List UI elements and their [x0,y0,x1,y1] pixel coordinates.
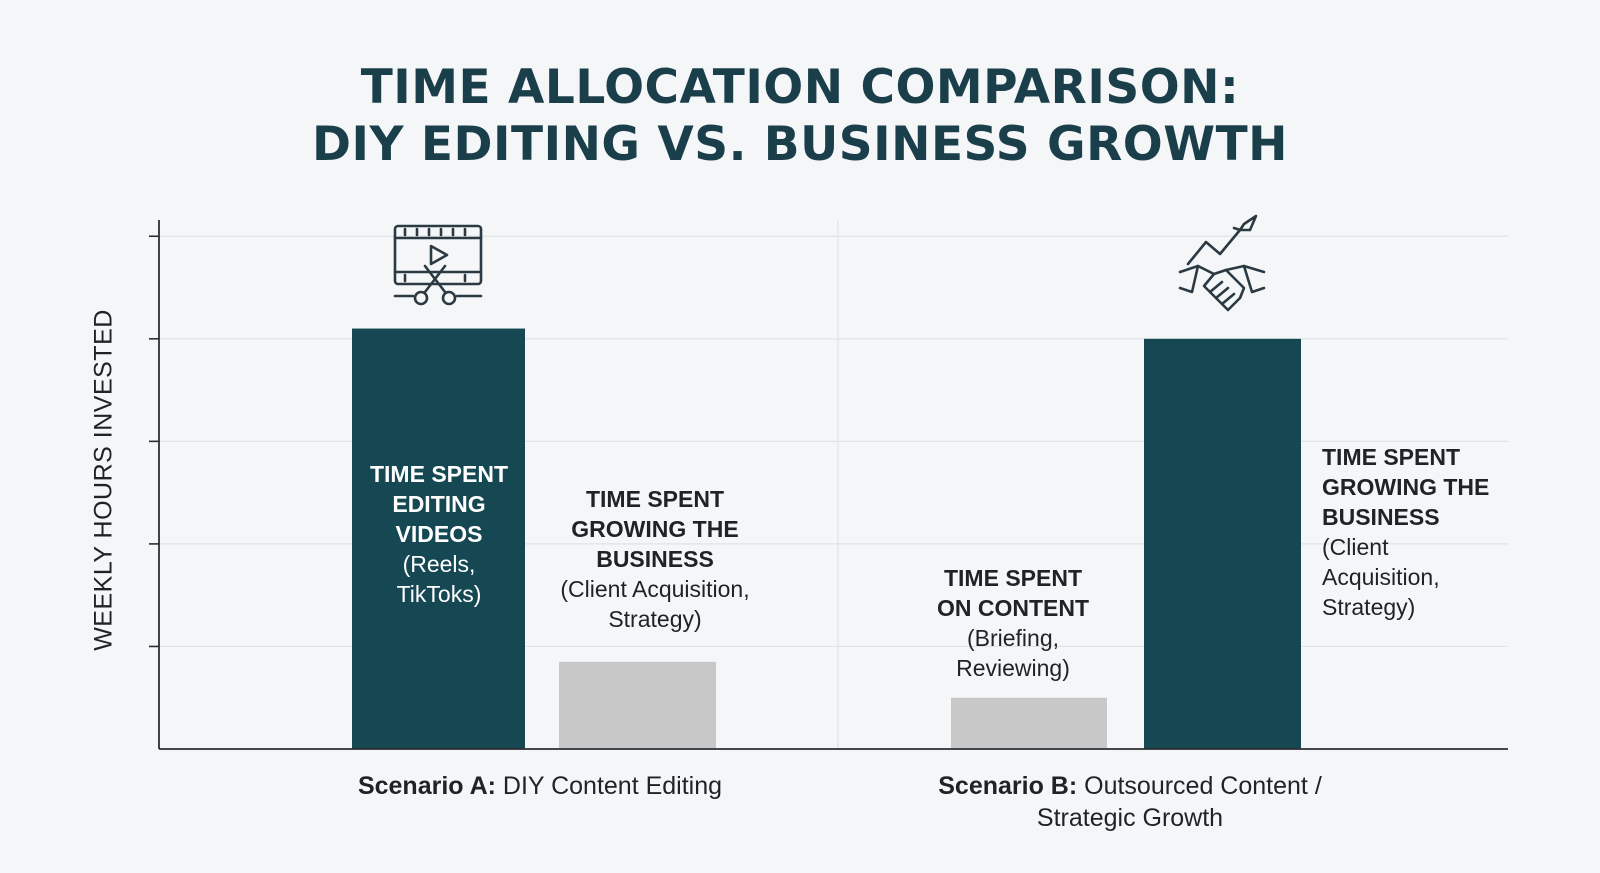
bar-b-1 [951,697,1107,749]
video-editing-scissors-icon [393,224,483,306]
bar-label-line: Reviewing) [956,655,1070,681]
bar-label-line: (Client [1322,534,1389,560]
bar-label-line: VIDEOS [395,521,483,547]
scenario-b-caption: Scenario B: Outsourced Content / Strateg… [880,770,1380,834]
bar-label-a-growing: TIME SPENT GROWING THE BUSINESS (Client … [530,484,780,634]
scenario-b-text-2: Strategic Growth [1036,804,1224,832]
bar-label-line: (Client Acquisition, [560,576,750,602]
scenario-a-caption: Scenario A: DIY Content Editing [300,770,780,802]
bar-label-line: (Briefing, [966,625,1060,651]
bar-label-a-editing: TIME SPENT EDITING VIDEOS (Reels, TikTok… [350,459,528,609]
scenario-a-bold: Scenario A: [357,772,496,800]
bar-label-line: TIME SPENT [585,486,724,512]
chart-title-line-2: DIY EDITING VS. BUSINESS GROWTH [312,117,1288,172]
bar-label-line: TIME SPENT [369,461,508,487]
bar-label-line: Strategy) [1322,594,1416,620]
bar-a-1 [352,328,525,749]
bar-label-line: Acquisition, [1322,564,1440,590]
bar-label-b-growing: TIME SPENT GROWING THE BUSINESS (Client … [1322,442,1522,622]
scenario-b-bold: Scenario B: [938,772,1078,800]
bar-label-b-content: TIME SPENT ON CONTENT (Briefing, Reviewi… [918,563,1108,683]
bar-b-2 [1144,338,1301,749]
bar-label-line: Strategy) [608,606,702,632]
scenario-b-text-1: Outsourced Content / [1084,772,1322,800]
bar-label-line: GROWING THE [1322,474,1490,500]
bar-a-2 [559,661,716,749]
scenario-a-text: DIY Content Editing [502,772,723,800]
bar-label-line: GROWING THE [571,516,739,542]
bar-label-line: BUSINESS [596,546,714,572]
bar-label-line: EDITING [392,491,486,517]
bars [352,328,1301,749]
handshake-growth-arrow-icon [1178,214,1266,312]
axes [149,220,1508,750]
bar-label-line: TIME SPENT [1322,444,1461,470]
bar-label-line: BUSINESS [1322,504,1440,530]
y-axis-label: WEEKLY HOURS INVESTED [89,309,118,651]
bar-label-line: (Reels, [402,551,476,577]
bar-label-line: TikToks) [396,581,482,607]
bar-label-line: TIME SPENT [943,565,1082,591]
bar-label-line: ON CONTENT [936,595,1090,621]
chart-title-line-1: TIME ALLOCATION COMPARISON: [360,60,1240,115]
